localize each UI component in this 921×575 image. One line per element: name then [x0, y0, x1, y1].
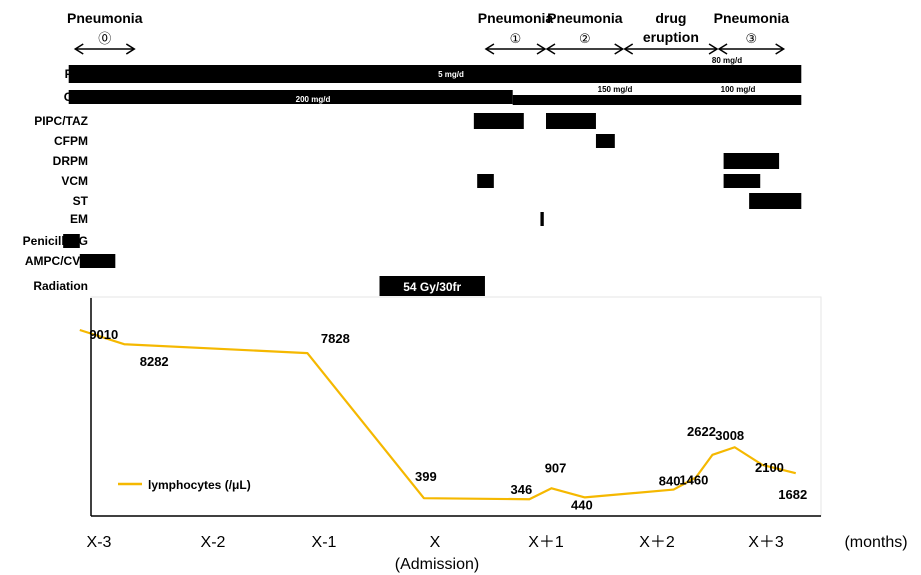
value-label: 440	[571, 497, 593, 512]
episode-arrow-left-head	[484, 43, 495, 55]
treatment-row-2: PIPC/TAZ	[34, 113, 596, 129]
value-label: 2100	[755, 460, 784, 475]
value-label: 399	[415, 469, 437, 484]
treatment-row-8: Penicillin G	[23, 234, 88, 248]
episode-arrow-left-head	[717, 43, 728, 55]
treatment-bar	[512, 95, 802, 105]
plot-frame	[90, 296, 822, 517]
treatment-label: VCM	[61, 174, 88, 188]
episode-title: Pneumonia	[547, 10, 623, 26]
dose-label: 150 mg/d	[598, 85, 633, 94]
treatment-label: EM	[70, 212, 88, 226]
episode-3: drug eruption	[623, 10, 719, 55]
treatment-row-5: VCM	[61, 174, 761, 188]
x-tick-label: X	[430, 534, 441, 551]
value-label: 1460	[679, 472, 708, 487]
treatment-bar	[68, 90, 513, 104]
value-label: 907	[545, 460, 567, 475]
episode-arrow-right-head	[536, 43, 547, 55]
psl-taper-wedge	[740, 65, 768, 72]
episode-title: Pneumonia	[478, 10, 554, 26]
treatment-bar	[546, 113, 596, 129]
clinical-episodes: Pneumonia ⓪ Pneumonia ① Pneumonia ② drug erupti…	[67, 10, 790, 55]
dose-label: 54 Gy/30fr	[403, 280, 461, 294]
treatment-row-9: AMPC/CVA	[25, 254, 116, 268]
dose-label-extra: 80 mg/d	[712, 56, 742, 65]
x-axis-annotation: (Admission)	[395, 556, 479, 573]
episode-title: Pneumonia	[714, 10, 790, 26]
x-tick-label: X＋2	[639, 534, 675, 551]
lymphocyte-line	[79, 328, 797, 501]
value-label: 346	[510, 482, 532, 497]
episode-arrow-right-head	[708, 43, 719, 55]
episode-arrow-left-head	[623, 43, 634, 55]
episode-1: Pneumonia ①	[478, 10, 554, 55]
treatment-row-6: ST	[73, 193, 802, 209]
episode-title: Pneumonia	[67, 10, 143, 26]
treatment-bar	[723, 153, 780, 169]
episode-arrow-right-head	[125, 43, 136, 55]
episode-title-line-2: eruption	[643, 29, 699, 45]
treatment-row-7: EM	[70, 212, 544, 226]
x-axis: X-3 X-2 X-1 X X＋1 X＋2 X＋3 (months) (Admission)	[87, 534, 908, 573]
treatment-label: PIPC/TAZ	[34, 114, 88, 128]
treatment-row-10: Radiation 54 Gy/30fr	[33, 276, 485, 296]
treatment-bar	[477, 174, 494, 188]
episode-arrow-left-head	[545, 43, 556, 55]
dose-label-extra: 100 mg/d	[721, 85, 756, 94]
legend: lymphocytes (/μL)	[118, 478, 251, 492]
treatment-row-4: DRPM	[53, 153, 780, 169]
treatment-bar	[63, 234, 80, 248]
treatment-bar	[68, 65, 802, 83]
treatment-bar	[595, 134, 615, 148]
legend-label: lymphocytes (/μL)	[148, 478, 251, 492]
x-axis-unit: (months)	[844, 534, 907, 551]
treatment-label: DRPM	[53, 154, 88, 168]
value-label: 9010	[89, 327, 118, 342]
episode-marker: ①	[510, 31, 522, 46]
episode-0: Pneumonia ⓪	[67, 10, 143, 55]
value-label: 1682	[778, 487, 807, 502]
treatment-row-0: PSL5 mg/d80 mg/d	[65, 56, 802, 83]
treatment-bar	[749, 193, 802, 209]
treatment-label: AMPC/CVA	[25, 254, 88, 268]
episode-marker: ⓪	[98, 31, 111, 46]
episode-arrow-right-head	[775, 43, 786, 55]
value-label: 2622	[687, 424, 716, 439]
treatment-bar	[473, 113, 524, 129]
treatment-bar	[540, 212, 544, 226]
episode-2: Pneumonia ②	[545, 10, 625, 55]
value-label: 7828	[321, 331, 350, 346]
value-label: 8282	[140, 354, 169, 369]
episode-title-line-1: drug	[655, 10, 686, 26]
x-tick-label: X＋3	[748, 534, 784, 551]
episode-4: Pneumonia ③	[714, 10, 790, 55]
episode-marker: ③	[746, 31, 758, 46]
episode-arrow-right-head	[614, 43, 625, 55]
value-label: 840	[659, 474, 681, 489]
treatment-bar	[379, 276, 485, 296]
x-tick-label: X＋1	[528, 534, 564, 551]
episode-arrow-left-head	[73, 43, 84, 55]
episode-marker: ②	[579, 31, 591, 46]
dose-label: 5 mg/d	[438, 70, 464, 79]
x-tick-label: X-3	[87, 534, 112, 551]
treatment-row-3: CFPM	[54, 134, 615, 148]
treatment-label: Radiation	[33, 279, 88, 293]
treatment-label: ST	[73, 194, 89, 208]
treatment-bar	[723, 174, 761, 188]
value-label: 3008	[715, 428, 744, 443]
treatment-label: CFPM	[54, 134, 88, 148]
x-tick-label: X-2	[201, 534, 226, 551]
treatment-bar	[79, 254, 116, 268]
dose-label: 200 mg/d	[296, 95, 331, 104]
x-tick-label: X-1	[312, 534, 337, 551]
